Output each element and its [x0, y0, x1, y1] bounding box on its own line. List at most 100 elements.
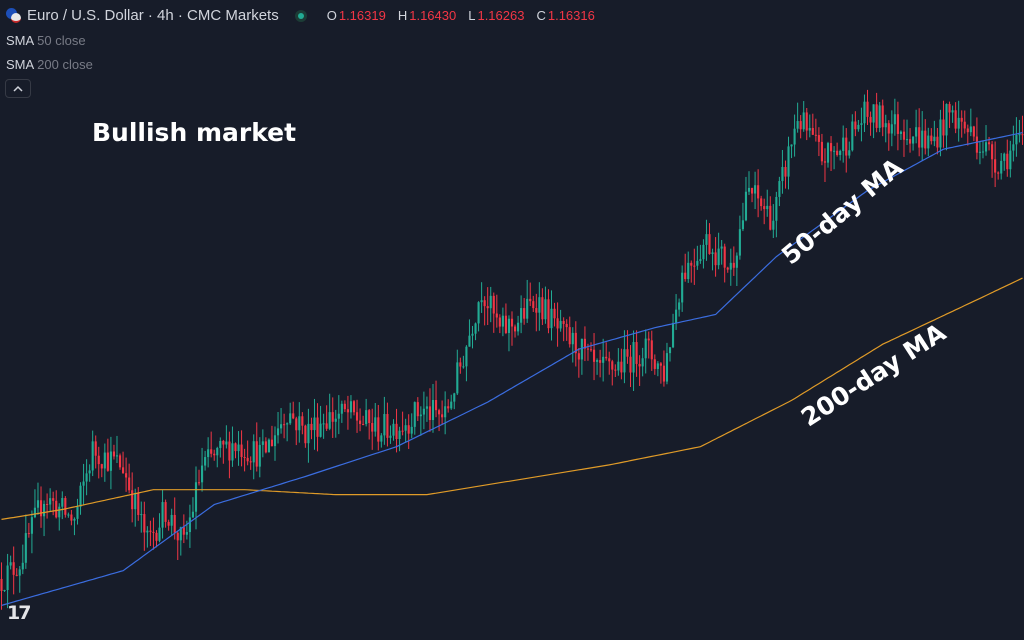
- candle-body: [362, 423, 365, 425]
- candle-body: [945, 104, 948, 136]
- candle-body: [30, 517, 33, 534]
- candle-body: [790, 144, 793, 147]
- candle-body: [556, 318, 559, 329]
- candle-body: [520, 308, 523, 323]
- candle-body: [547, 299, 550, 329]
- candle-body: [605, 356, 608, 359]
- candle-body: [817, 135, 820, 142]
- candle-body: [368, 410, 371, 424]
- candle-body: [325, 423, 328, 429]
- candle-body: [73, 518, 76, 521]
- candle-body: [517, 322, 520, 332]
- candle-body: [225, 441, 228, 445]
- candle-body: [538, 297, 541, 313]
- candle-body: [884, 123, 887, 128]
- candle-body: [592, 349, 596, 362]
- indicator-sma-200[interactable]: SMA 200 close: [6, 57, 93, 72]
- candle-body: [498, 317, 501, 327]
- indicator-name: SMA: [6, 33, 35, 48]
- candle-body: [644, 338, 647, 359]
- candle-body: [510, 318, 514, 327]
- candle-body: [477, 302, 480, 324]
- candle-body: [750, 187, 754, 194]
- candle-body: [173, 514, 176, 533]
- candle-body: [252, 441, 255, 463]
- indicator-params: 50 close: [37, 33, 86, 48]
- market-status-icon[interactable]: [294, 9, 307, 22]
- candle-body: [349, 401, 353, 413]
- candle-body: [890, 124, 893, 134]
- candle-body: [699, 259, 702, 261]
- candle-body: [504, 315, 507, 333]
- candle-body: [222, 440, 225, 445]
- candle-body: [811, 127, 814, 135]
- candle-body: [9, 562, 12, 566]
- candle-body: [711, 252, 714, 255]
- candle-body: [340, 403, 343, 414]
- candle-body: [960, 117, 963, 122]
- candle-body: [893, 114, 896, 125]
- candle-body: [21, 562, 24, 570]
- candle-body: [125, 473, 128, 478]
- candle-body: [978, 151, 982, 153]
- indicator-sma-50[interactable]: SMA 50 close: [6, 33, 86, 48]
- indicator-name: SMA: [6, 57, 35, 72]
- candle-body: [714, 252, 717, 266]
- candle-body: [18, 569, 21, 576]
- ohlc-high-value: 1.16430: [409, 8, 457, 23]
- candle-body: [741, 220, 744, 230]
- candle-body: [641, 358, 644, 367]
- candle-body: [589, 349, 593, 351]
- candle-body: [754, 185, 757, 194]
- candle-body: [158, 527, 161, 541]
- candle-body: [693, 265, 696, 267]
- sma-50-line: [1, 132, 1023, 606]
- candle-body: [744, 191, 748, 221]
- candle-body: [337, 413, 340, 419]
- candle-body: [319, 423, 322, 437]
- candle-body: [307, 423, 310, 444]
- bullish-market-label: Bullish market: [92, 118, 297, 147]
- candle-body: [462, 366, 465, 368]
- candle-body: [614, 369, 617, 371]
- candle-body: [848, 150, 851, 156]
- candle-body: [61, 498, 64, 507]
- candle-body: [434, 399, 438, 411]
- candle-body: [441, 414, 444, 418]
- candle-body: [881, 105, 884, 128]
- candle-body: [280, 424, 283, 429]
- candle-body: [298, 416, 301, 431]
- candle-body: [15, 574, 18, 576]
- candle-body: [872, 104, 875, 123]
- candle-body: [723, 246, 726, 268]
- candle-body: [270, 439, 274, 447]
- candle-body: [495, 313, 498, 318]
- candle-body: [216, 447, 219, 456]
- candle-body: [845, 137, 848, 156]
- candle-body: [966, 128, 969, 133]
- candle-body: [820, 141, 823, 162]
- symbol-title[interactable]: Euro / U.S. Dollar · 4h · CMC Markets: [27, 7, 279, 24]
- candle-body: [580, 338, 583, 360]
- candle-body: [386, 413, 389, 438]
- candle-body: [814, 134, 817, 136]
- candle-body: [620, 361, 623, 373]
- candle-body: [696, 260, 699, 266]
- candle-body: [720, 246, 723, 249]
- candle-body: [486, 306, 489, 309]
- collapse-legend-button[interactable]: [5, 79, 31, 98]
- candle-body: [860, 123, 863, 125]
- tradingview-logo[interactable]: 17: [7, 602, 31, 624]
- ohlc-open-value: 1.16319: [338, 8, 386, 23]
- candle-body: [453, 393, 456, 402]
- candle-body: [52, 498, 55, 501]
- candle-body: [197, 482, 201, 484]
- candle-body: [523, 308, 526, 319]
- candle-body: [137, 493, 140, 515]
- candle-body: [526, 298, 529, 319]
- candle-body: [662, 365, 665, 382]
- candle-body: [887, 123, 890, 134]
- candle-body: [772, 220, 775, 230]
- candle-body: [936, 136, 939, 148]
